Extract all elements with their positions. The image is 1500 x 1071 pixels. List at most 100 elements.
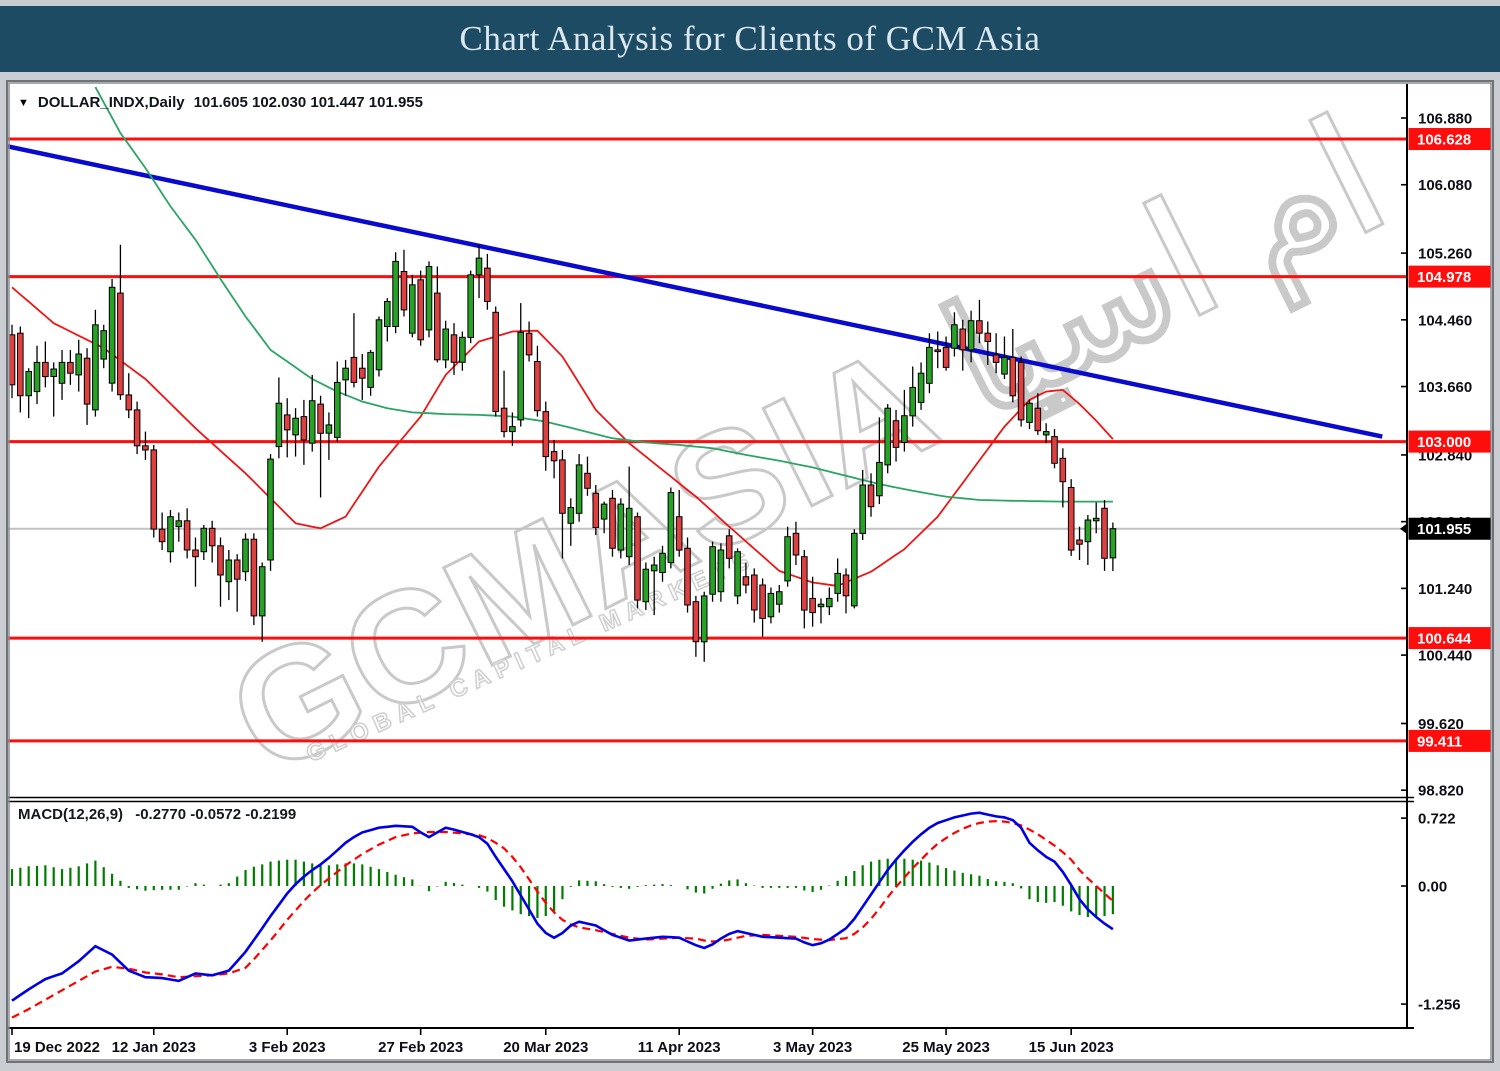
candle-bearish bbox=[801, 556, 808, 611]
date-tick-label: 11 Apr 2023 bbox=[638, 1039, 721, 1056]
macd-signal-line bbox=[11, 819, 1114, 1019]
macd-tick-label: 0.00 bbox=[1418, 879, 1447, 896]
candle-bearish bbox=[283, 414, 291, 431]
candle-bearish bbox=[892, 420, 900, 448]
candle-bullish bbox=[642, 568, 650, 603]
price-tick-label: 100.440 bbox=[1418, 648, 1472, 665]
candle-bullish bbox=[667, 492, 675, 564]
candle-bullish bbox=[75, 353, 83, 376]
date-tick-label: 20 Mar 2023 bbox=[503, 1039, 588, 1056]
candle-bullish bbox=[175, 520, 183, 528]
candle-bullish bbox=[851, 532, 858, 607]
candle-bearish bbox=[1034, 407, 1042, 432]
candle-bearish bbox=[542, 411, 550, 458]
macd-tick-label: 0.722 bbox=[1418, 811, 1456, 828]
candle-bearish bbox=[942, 346, 950, 368]
candle-bearish bbox=[634, 516, 641, 601]
date-tick-label: 15 Jun 2023 bbox=[1029, 1039, 1114, 1056]
candle-bearish bbox=[842, 574, 850, 597]
macd-header: MACD(12,26,9) -0.2770 -0.0572 -0.2199 bbox=[18, 806, 296, 823]
candle-bearish bbox=[208, 527, 216, 547]
candle-bearish bbox=[992, 354, 1000, 363]
candle-bearish bbox=[500, 407, 508, 433]
candle-bullish bbox=[267, 458, 274, 561]
candle-bullish bbox=[100, 330, 108, 360]
candle-bullish bbox=[25, 371, 32, 397]
candle-bullish bbox=[659, 552, 666, 573]
candle-bearish bbox=[692, 601, 700, 643]
candle-bearish bbox=[133, 409, 141, 447]
axis-column-bg bbox=[1407, 82, 1492, 1061]
candle-bullish bbox=[50, 368, 58, 377]
candle-bearish bbox=[809, 597, 816, 614]
candle-bullish bbox=[926, 346, 933, 384]
candle-bearish bbox=[42, 361, 49, 378]
chart-canvas[interactable]: 106.880106.080105.260104.460103.660102.8… bbox=[8, 82, 1492, 1061]
candle-bullish bbox=[1001, 356, 1008, 375]
candle-bearish bbox=[400, 271, 408, 311]
macd-indicator-values: -0.2770 -0.0572 -0.2199 bbox=[135, 806, 297, 823]
level-price-badge bbox=[1408, 627, 1491, 650]
candle-bearish bbox=[742, 576, 750, 586]
candle-bearish bbox=[1017, 361, 1025, 421]
moving-average-green bbox=[94, 86, 1113, 503]
candle-bearish bbox=[250, 538, 258, 617]
candle-bullish bbox=[242, 538, 249, 573]
candle-bearish bbox=[117, 292, 124, 396]
candle-bullish bbox=[1084, 519, 1092, 543]
candle-bullish bbox=[951, 324, 958, 349]
candle-bearish bbox=[83, 357, 91, 405]
macd-indicator-label: MACD(12,26,9) bbox=[18, 806, 124, 823]
candle-bullish bbox=[275, 402, 283, 448]
candle-bearish bbox=[559, 459, 566, 514]
badge-label: 100.644 bbox=[1417, 631, 1472, 648]
candle-bearish bbox=[959, 328, 967, 351]
candle-bullish bbox=[700, 595, 708, 643]
price-tick-label: 101.240 bbox=[1418, 581, 1472, 598]
candle-bullish bbox=[409, 284, 416, 334]
candle-bearish bbox=[142, 445, 149, 451]
candle-bearish bbox=[1101, 507, 1108, 559]
candle-bullish bbox=[92, 324, 99, 411]
candle-bearish bbox=[934, 349, 942, 353]
candle-bullish bbox=[909, 386, 917, 417]
date-tick-label: 12 Jan 2023 bbox=[112, 1039, 196, 1056]
date-tick-label: 3 May 2023 bbox=[773, 1039, 852, 1056]
candle-bullish bbox=[1109, 528, 1117, 559]
candle-bearish bbox=[17, 332, 24, 397]
candle-bearish bbox=[525, 332, 533, 356]
candle-bearish bbox=[192, 549, 199, 558]
level-price-badge bbox=[1408, 265, 1491, 288]
candle-bullish bbox=[375, 319, 383, 371]
symbol-header: ▼ DOLLAR_INDX,Daily 101.605 102.030 101.… bbox=[18, 94, 423, 111]
date-tick-label: 3 Feb 2023 bbox=[249, 1039, 326, 1056]
candle-bearish bbox=[484, 267, 491, 303]
candle-bullish bbox=[567, 507, 575, 524]
candle-bullish bbox=[33, 361, 41, 393]
candle-bullish bbox=[200, 527, 208, 553]
candle-bullish bbox=[292, 417, 299, 436]
candle-bearish bbox=[592, 492, 600, 528]
level-price-badge bbox=[1408, 729, 1491, 752]
candle-bullish bbox=[1092, 517, 1100, 522]
candle-bullish bbox=[342, 367, 349, 381]
badge-label: 103.000 bbox=[1417, 434, 1471, 451]
candle-bullish bbox=[617, 503, 625, 551]
candle-bearish bbox=[125, 394, 133, 411]
price-tick-label: 105.260 bbox=[1418, 246, 1472, 263]
candle-bullish bbox=[1026, 402, 1033, 423]
candle-bullish bbox=[776, 591, 783, 605]
candle-bullish bbox=[58, 361, 66, 384]
candle-bearish bbox=[609, 497, 616, 549]
candle-bullish bbox=[784, 536, 791, 582]
date-tick-label: 27 Feb 2023 bbox=[378, 1039, 463, 1056]
price-tick-label: 99.620 bbox=[1418, 716, 1464, 733]
candle-bullish bbox=[817, 603, 825, 608]
candle-bullish bbox=[334, 381, 341, 438]
candle-bullish bbox=[459, 336, 466, 363]
symbol-dropdown-icon[interactable]: ▼ bbox=[18, 96, 29, 109]
candle-bullish bbox=[509, 426, 516, 433]
candle-bullish bbox=[650, 564, 658, 572]
candle-bullish bbox=[258, 566, 266, 617]
